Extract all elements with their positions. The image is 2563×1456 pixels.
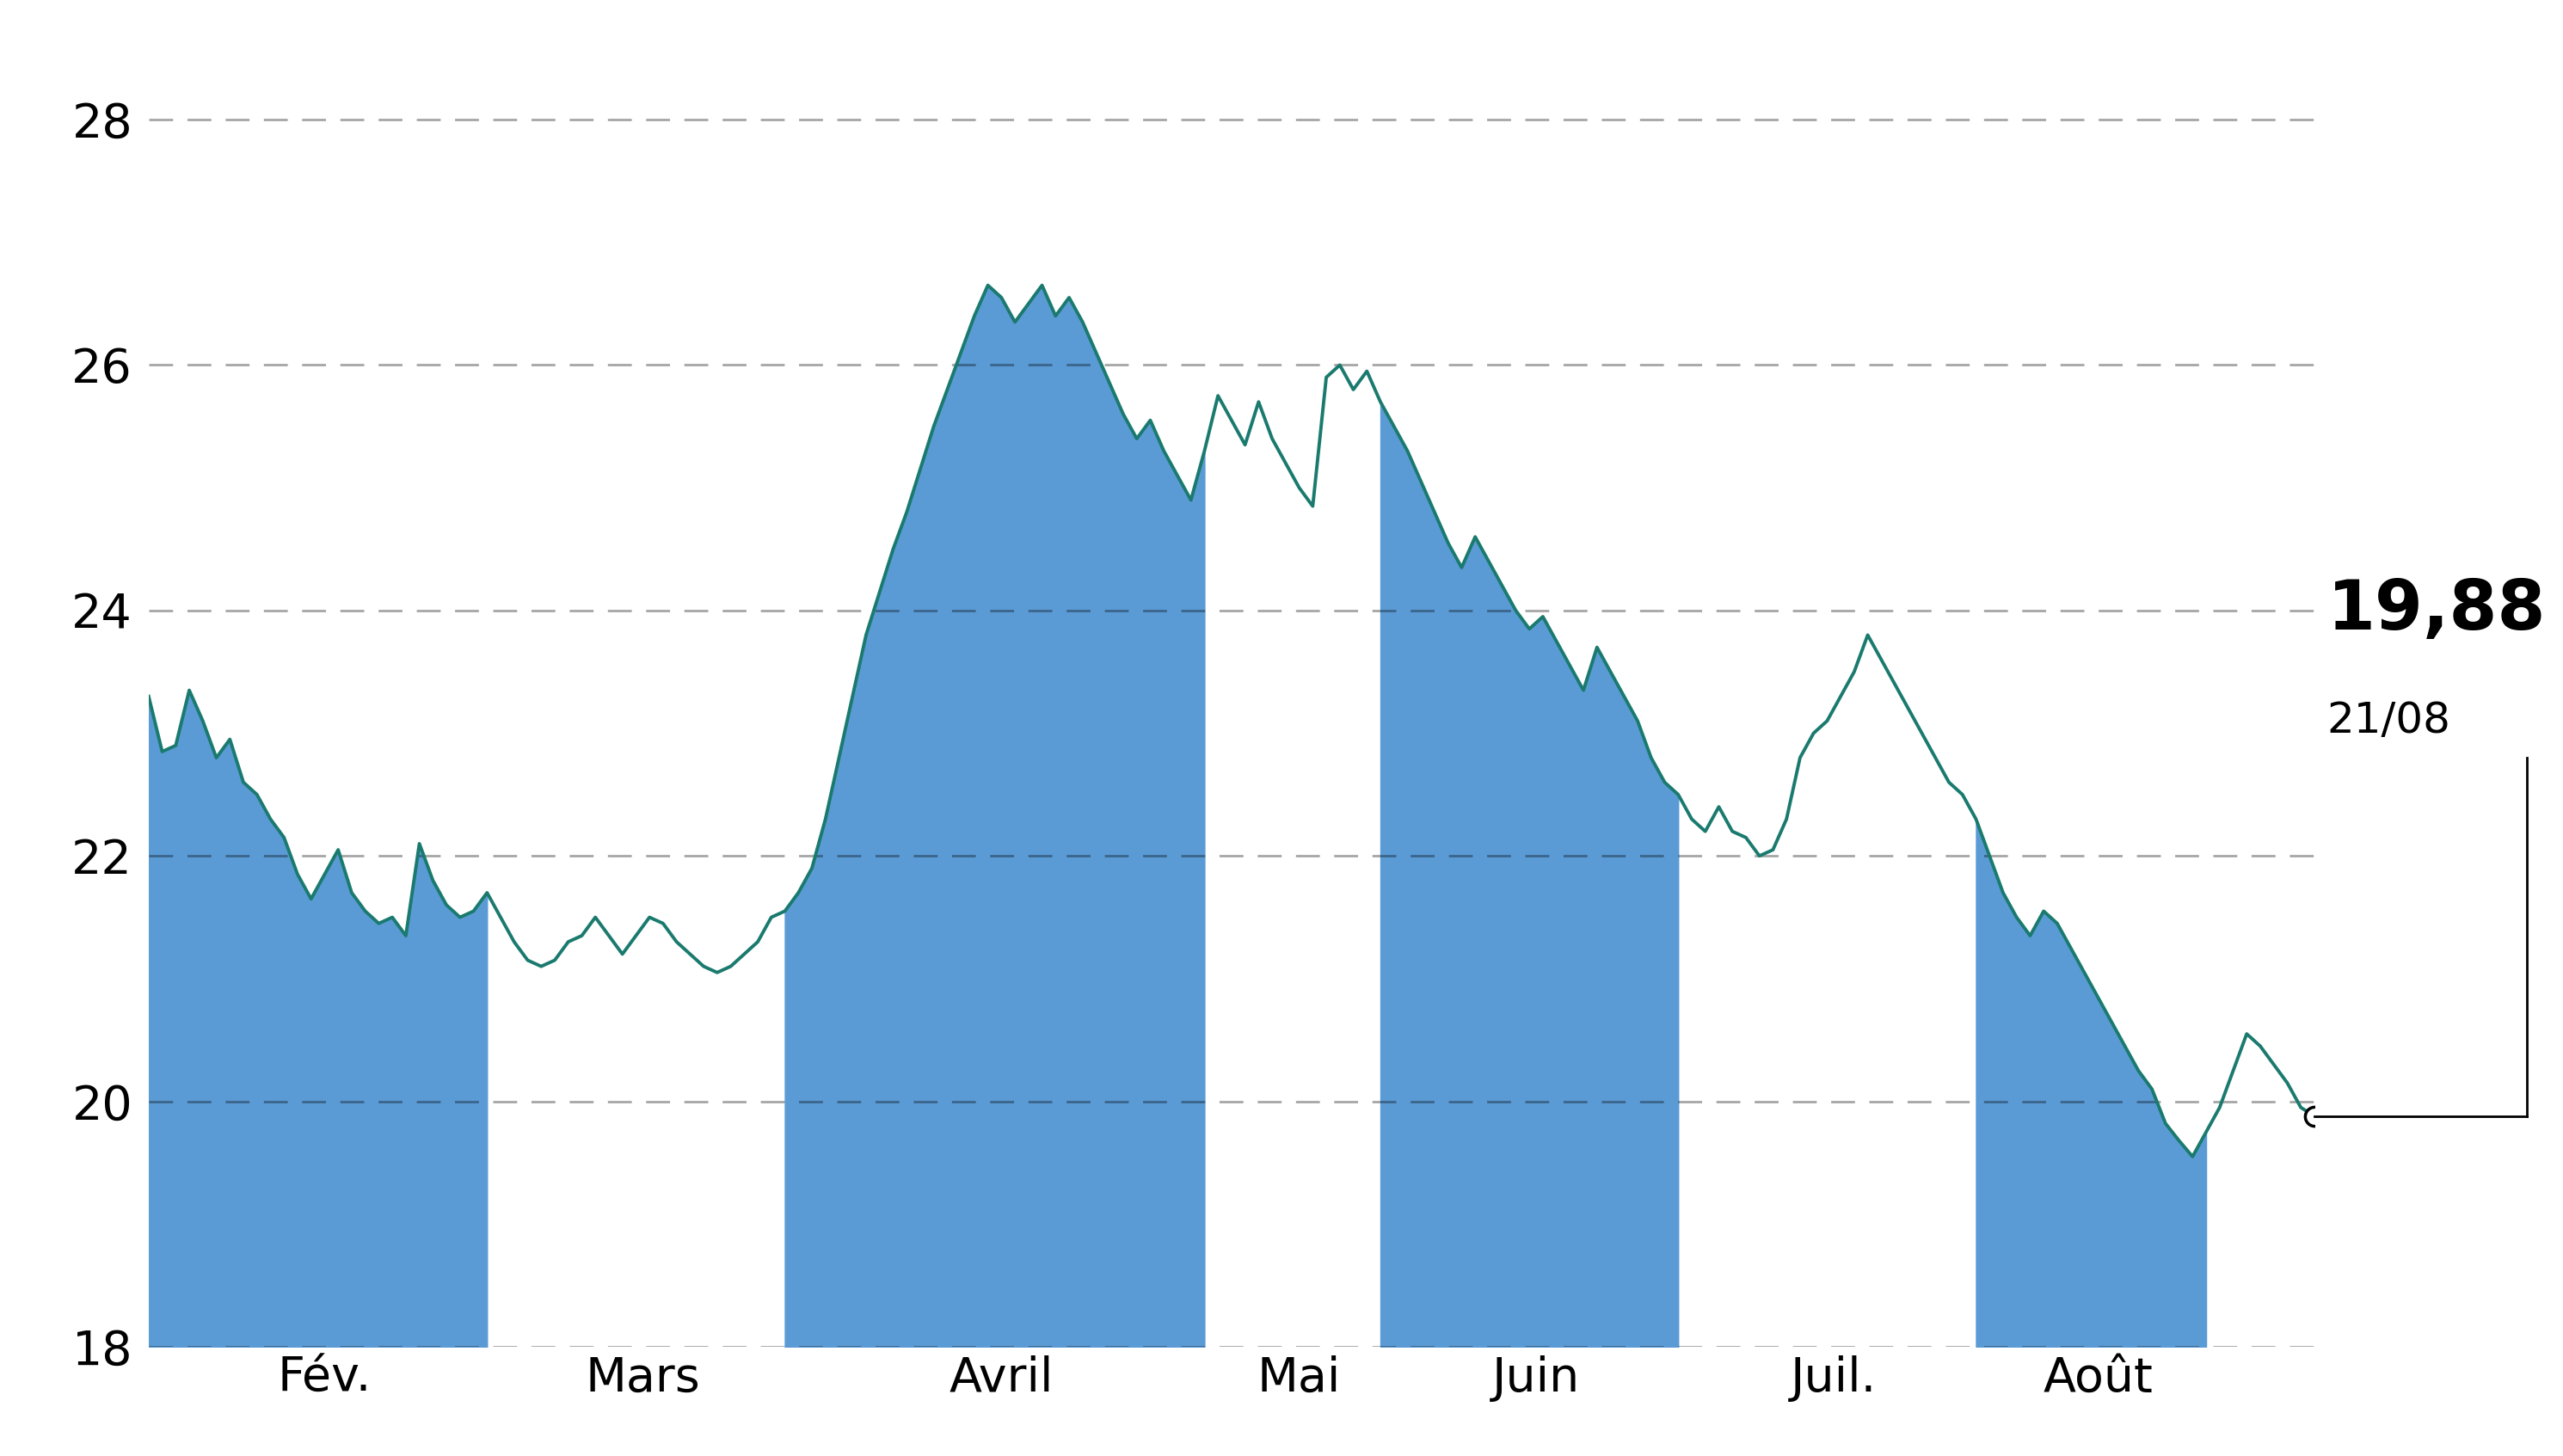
Text: 2G Energy AG: 2G Energy AG bbox=[948, 23, 1615, 108]
Text: 19,88: 19,88 bbox=[2327, 577, 2545, 644]
Text: 21/08: 21/08 bbox=[2327, 700, 2450, 741]
